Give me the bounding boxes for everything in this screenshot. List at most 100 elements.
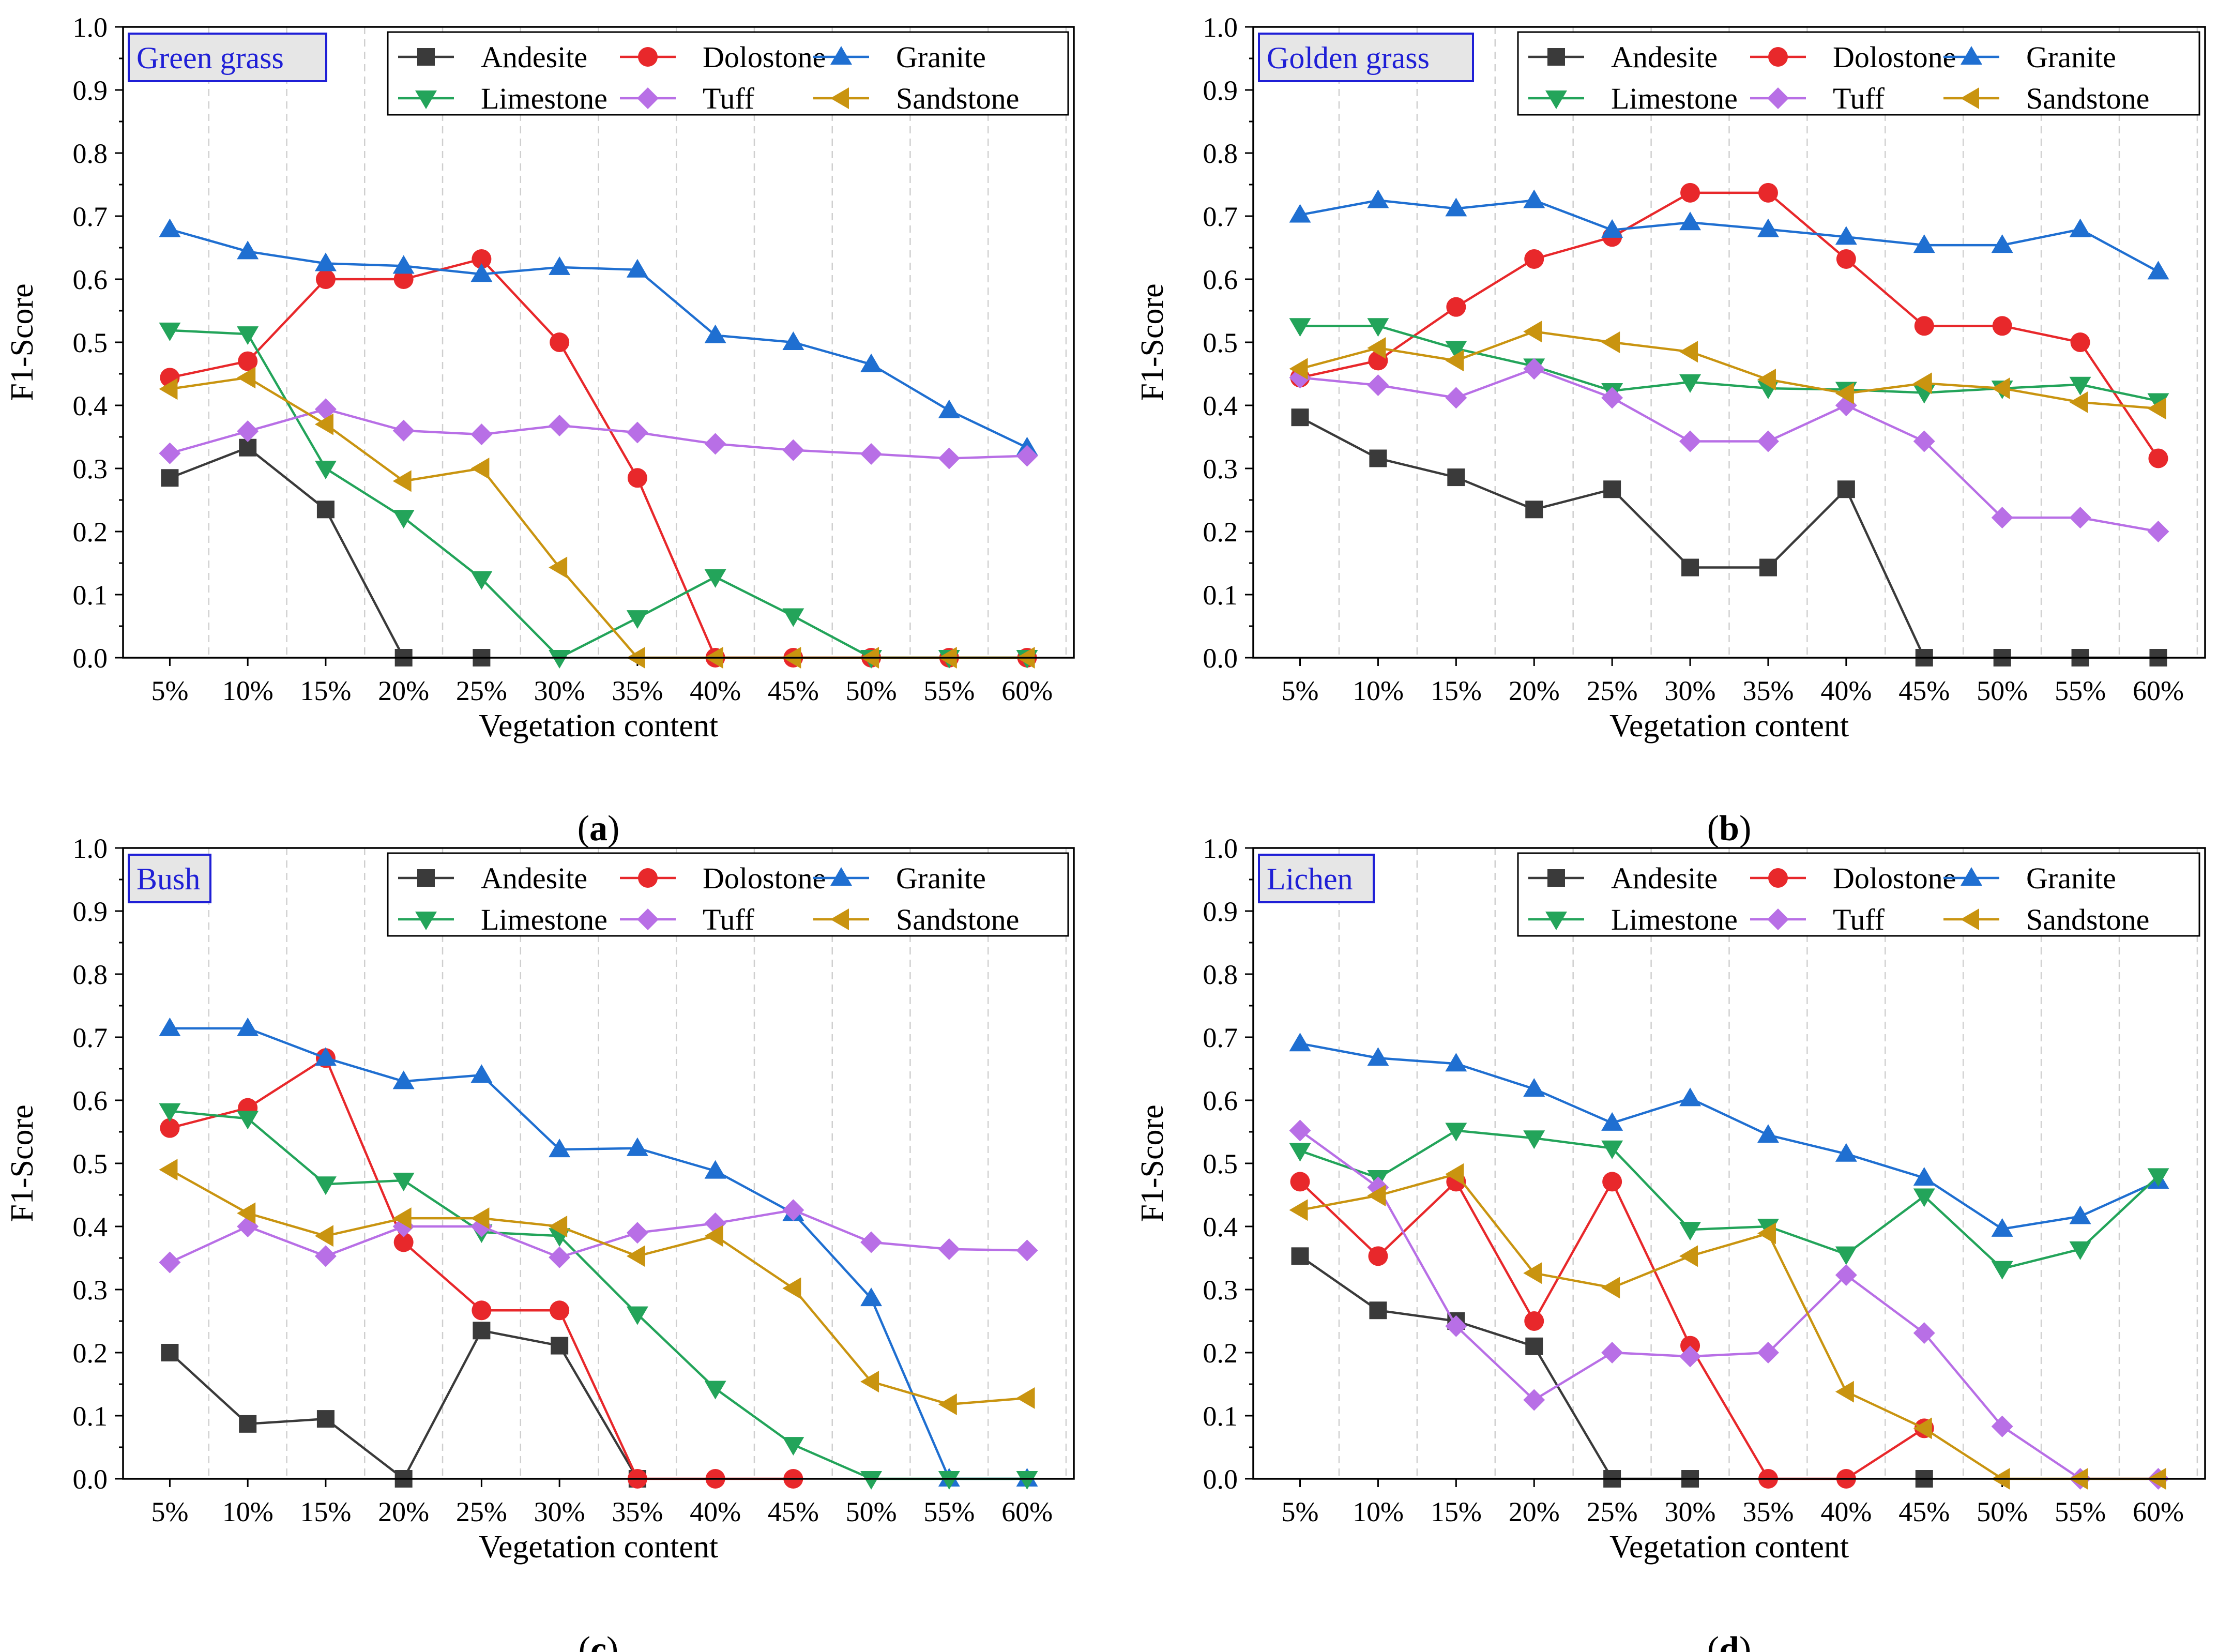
data-point-dolostone (1446, 297, 1466, 317)
panel-label-letter: d (1719, 1630, 1739, 1652)
series-line-dolostone (169, 1057, 794, 1480)
legend-item-sandstone: Sandstone (813, 82, 1019, 115)
panel-title-frame (128, 854, 211, 903)
legend-marker (1547, 48, 1565, 66)
data-point-tuff (782, 1199, 804, 1221)
data-point-limestone (860, 1471, 883, 1490)
data-point-granite (1445, 1053, 1467, 1072)
legend-label: Dolostone (703, 861, 826, 895)
panel-label-letter: a (589, 809, 607, 848)
data-point-limestone (782, 608, 804, 627)
legend-item-dolostone: Dolostone (1750, 40, 1956, 74)
x-tick-label: 30% (534, 675, 585, 706)
data-point-sandstone (1445, 1163, 1464, 1185)
x-tick-label: 50% (846, 675, 897, 706)
data-point-granite (470, 1064, 493, 1083)
x-tick-label: 55% (2055, 1496, 2106, 1527)
data-point-limestone (1679, 374, 1702, 393)
y-tick-label: 1.0 (1203, 12, 1238, 43)
x-tick-label: 15% (1431, 675, 1482, 706)
data-point-andesite (1525, 501, 1543, 519)
legend-marker (1961, 46, 1982, 65)
legend-marker (1767, 908, 1789, 930)
series-line-dolostone (1299, 1180, 1925, 1480)
data-point-tuff (1445, 1315, 1467, 1337)
y-tick-label: 0.7 (73, 1022, 108, 1053)
panel-label-paren: ) (606, 1630, 618, 1652)
data-point-sandstone (782, 1277, 801, 1299)
legend: Andesite Dolostone Granite Limestone Tuff San… (387, 852, 1069, 937)
series-line-granite (170, 1027, 1027, 1480)
legend-label: Granite (2026, 861, 2116, 895)
data-point-andesite (1681, 558, 1699, 577)
y-tick-label: 0.8 (1203, 959, 1238, 990)
data-point-andesite (1291, 408, 1309, 427)
data-point-tuff (2147, 521, 2169, 542)
data-point-limestone (159, 1103, 181, 1122)
y-axis-label: F1-Score (1135, 283, 1170, 401)
data-point-granite (1523, 1078, 1545, 1097)
panel-label: (c) (579, 1630, 619, 1652)
data-point-dolostone (238, 351, 258, 371)
data-point-granite (1757, 1124, 1779, 1143)
y-tick-label: 0.4 (73, 1211, 108, 1242)
data-point-granite (2147, 261, 2169, 280)
data-point-sandstone (1523, 321, 1542, 343)
legend-label: Granite (2026, 40, 2116, 74)
data-point-limestone (1445, 341, 1467, 360)
series-sandstone (159, 367, 1035, 669)
legend-item-sandstone: Sandstone (813, 903, 1019, 936)
data-point-sandstone (1289, 1199, 1308, 1221)
data-point-tuff (1757, 430, 1779, 452)
data-point-limestone (159, 322, 181, 341)
plot-frame (122, 26, 1075, 659)
panel-label-letter: b (1719, 809, 1739, 848)
data-point-granite (704, 1160, 726, 1179)
data-point-limestone (1913, 1188, 1935, 1207)
x-tick-label: 60% (2133, 1496, 2184, 1527)
legend-item-granite: Granite (813, 40, 986, 74)
data-point-sandstone (1835, 1381, 1854, 1403)
data-point-tuff (782, 439, 804, 461)
data-point-tuff (1445, 387, 1467, 409)
data-point-limestone (938, 1471, 960, 1490)
y-tick-label: 0.3 (73, 1275, 108, 1306)
series-granite (159, 1017, 1038, 1487)
legend-marker (1767, 87, 1789, 109)
legend-item-sandstone: Sandstone (1943, 903, 2149, 936)
legend-label: Granite (896, 40, 986, 74)
x-tick-label: 45% (1898, 675, 1950, 706)
panel-title-frame (128, 33, 327, 82)
panel-label-paren: ( (579, 1630, 590, 1652)
data-point-granite (860, 353, 883, 372)
legend-item-tuff: Tuff (620, 903, 755, 936)
legend-label: Limestone (481, 903, 607, 936)
x-tick-label: 20% (1509, 1496, 1560, 1527)
data-point-granite (237, 1017, 259, 1036)
data-point-granite (159, 1017, 181, 1036)
data-point-tuff (549, 1246, 571, 1268)
series-tuff (159, 398, 1038, 469)
legend-item-andesite: Andesite (398, 40, 587, 74)
data-point-limestone (1289, 1143, 1311, 1162)
data-point-limestone (237, 326, 259, 345)
y-tick-label: 0.6 (1203, 1085, 1238, 1116)
series-line-sandstone (169, 1169, 1027, 1406)
panel-label: (b) (1707, 809, 1752, 848)
series-line-sandstone (1299, 330, 2159, 410)
data-point-sandstone (159, 1159, 178, 1181)
data-point-andesite (1291, 1247, 1309, 1265)
x-tick-label: 10% (1353, 675, 1404, 706)
series-tuff (1289, 1119, 2169, 1490)
data-point-limestone (1445, 1123, 1467, 1142)
data-point-dolostone (1992, 316, 2012, 336)
data-point-andesite (1759, 558, 1777, 577)
data-point-dolostone (2070, 332, 2090, 352)
legend-label: Andesite (1611, 40, 1718, 74)
data-point-granite (1835, 1143, 1857, 1162)
series-line-tuff (1300, 367, 2159, 533)
x-axis-label: Vegetation content (479, 1529, 718, 1565)
data-point-limestone (2069, 376, 2091, 396)
data-point-tuff (1601, 1342, 1623, 1363)
series-line-dolostone (1300, 191, 2160, 459)
